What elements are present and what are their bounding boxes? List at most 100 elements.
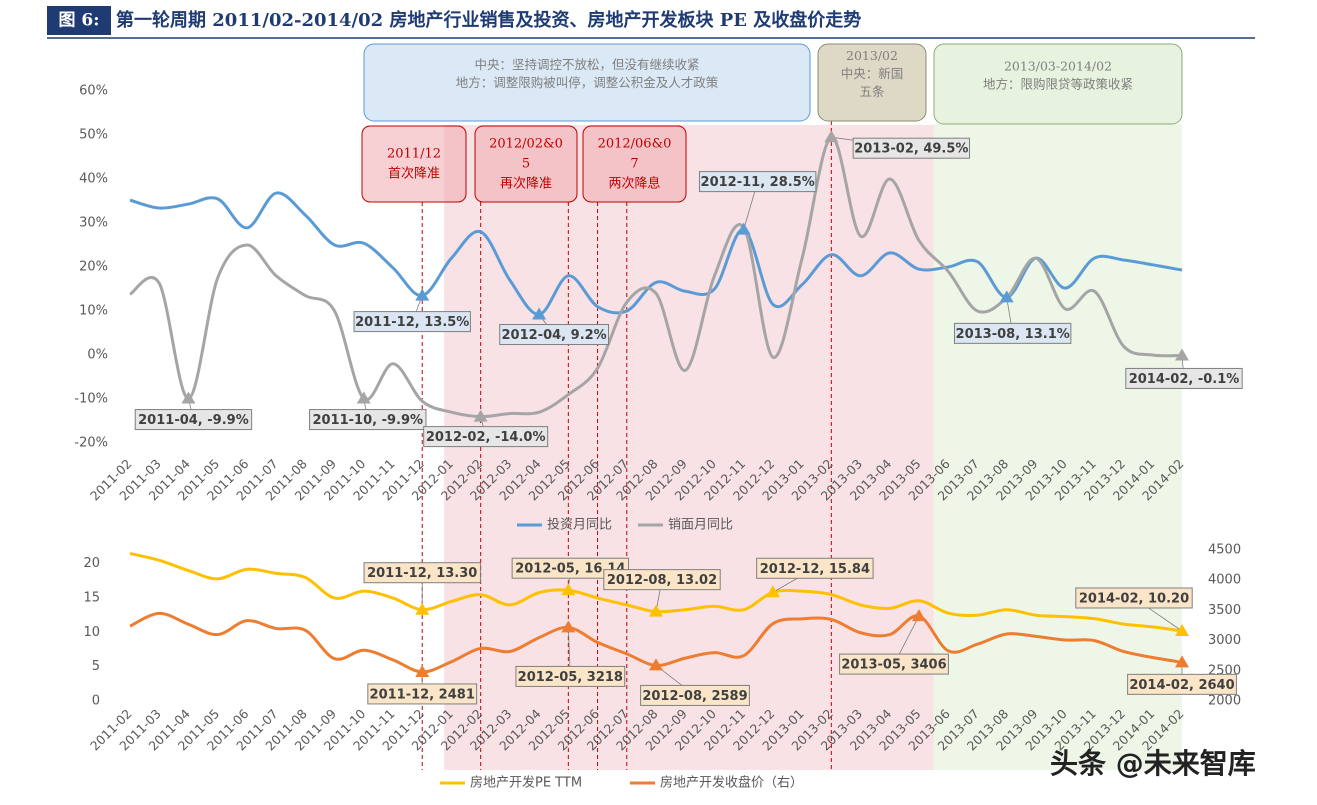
policy-text: 中央：新国 [841, 66, 904, 81]
event-text: 两次降息 [608, 176, 660, 192]
policy-box [363, 43, 811, 122]
event-text: 2012/06&0 [598, 137, 672, 152]
value-label: 2011-10, -9.9% [312, 413, 423, 428]
point-marker [473, 409, 488, 422]
y2-tick-label: 4500 [1208, 543, 1241, 558]
value-label: 2012-05, 16.14 [515, 562, 625, 577]
value-label: 2014-02, 2640 [1129, 678, 1234, 693]
y2-tick-label: 3500 [1208, 603, 1241, 618]
event-box [474, 125, 578, 203]
event-text: 2012/02&0 [489, 137, 563, 152]
value-label-box [603, 569, 721, 591]
title-tag: 图 6: [58, 11, 99, 31]
y-tick-label: 5 [92, 659, 100, 674]
y-tick-label: 60% [79, 84, 108, 99]
policy-box [817, 43, 927, 122]
legend-label: 房地产开发PE TTM [470, 775, 582, 791]
point-marker [181, 391, 196, 404]
policy-text: 中央：坚持调控不放松，但没有继续收紧 [474, 57, 699, 72]
value-label: 2012-12, 15.84 [760, 562, 870, 577]
event-text: 7 [630, 157, 638, 172]
value-label: 2011-12, 2481 [370, 687, 475, 702]
value-label-box [367, 683, 478, 705]
point-marker [1175, 655, 1189, 668]
value-label-box [953, 322, 1072, 344]
point-marker [415, 288, 430, 301]
chart-title: 第一轮周期 2011/02-2014/02 房地产行业销售及投资、房地产开发板块… [116, 9, 861, 31]
y2-tick-label: 2000 [1208, 694, 1241, 709]
point-marker [912, 609, 926, 622]
value-label-box [515, 665, 626, 687]
legend-label: 房地产开发收盘价（右） [660, 775, 803, 791]
y-tick-label: 20 [83, 556, 100, 571]
legend-label: 投资月同比 [547, 517, 612, 533]
value-label-box [363, 562, 481, 584]
y-tick-label: 30% [79, 216, 108, 231]
point-marker [649, 658, 663, 671]
event-text: 2011/12 [387, 147, 441, 162]
value-label-box [134, 409, 253, 431]
y-tick-label: -20% [74, 436, 108, 451]
point-marker [736, 222, 751, 235]
value-label-box [353, 311, 471, 333]
event-box [582, 125, 687, 203]
y-tick-label: 10 [83, 625, 100, 640]
value-label: 2011-12, 13.30 [367, 566, 477, 581]
value-label: 2013-08, 13.1% [956, 327, 1070, 342]
value-label: 2012-08, 2589 [642, 689, 747, 704]
policy-text: 五条 [859, 84, 885, 99]
event-text: 5 [522, 157, 530, 172]
value-label-box [698, 171, 817, 193]
y-tick-label: 0 [92, 694, 100, 709]
value-label: 2012-08, 13.02 [607, 573, 717, 588]
value-label: 2014-02, -0.1% [1129, 372, 1240, 387]
y-tick-label: 0% [87, 348, 108, 363]
point-marker [415, 664, 430, 677]
y-tick-label: 20% [79, 260, 108, 275]
value-label: 2011-12, 13.5% [355, 315, 469, 330]
point-marker [649, 604, 663, 617]
y-tick-label: 10% [79, 304, 108, 319]
value-label-box [499, 324, 610, 346]
policy-text: 地方：调整限购被叫停，调整公积金及人才政策 [456, 75, 719, 90]
y-tick-label: 40% [79, 172, 108, 187]
value-label: 2012-02, -14.0% [426, 430, 546, 445]
value-label: 2013-05, 3406 [841, 658, 946, 673]
event-text: 再次降准 [500, 176, 552, 192]
value-label: 2013-02, 49.5% [854, 142, 968, 157]
point-marker [356, 391, 371, 404]
value-label-box [756, 557, 874, 579]
value-label-box [1127, 673, 1237, 695]
watermark: 头条 @未来智库 [1050, 747, 1256, 780]
value-label: 2012-05, 3218 [518, 670, 623, 685]
value-label-box [511, 557, 630, 579]
y-tick-label: 50% [79, 128, 108, 143]
value-label-box [852, 137, 971, 159]
policy-text: 地方：限购限贷等政策收紧 [983, 77, 1133, 92]
policy-box [933, 43, 1183, 125]
point-marker [415, 602, 430, 615]
value-label-box [1125, 367, 1243, 389]
y2-tick-label: 4000 [1208, 573, 1241, 588]
y2-tick-label: 3000 [1208, 633, 1241, 648]
y-tick-label: -10% [74, 392, 108, 407]
y-tick-label: 15 [83, 591, 100, 606]
legend-label: 销面月同比 [668, 518, 733, 533]
point-marker [1175, 348, 1189, 361]
point-marker [824, 130, 839, 143]
series-line [129, 135, 1183, 419]
value-label: 2011-04, -9.9% [138, 413, 249, 428]
point-marker [999, 290, 1014, 303]
point-marker [561, 583, 576, 596]
backgrounds [363, 43, 1183, 770]
value-label: 2012-11, 28.5% [701, 175, 815, 190]
value-label-box [640, 684, 750, 706]
value-label-box [839, 653, 949, 675]
value-label: 2014-02, 10.20 [1079, 591, 1189, 606]
policy-text: 2013/03-2014/02 [1004, 59, 1112, 74]
value-label-box [1075, 587, 1193, 609]
value-label-box [309, 409, 427, 431]
policy-text: 2013/02 [846, 48, 898, 63]
